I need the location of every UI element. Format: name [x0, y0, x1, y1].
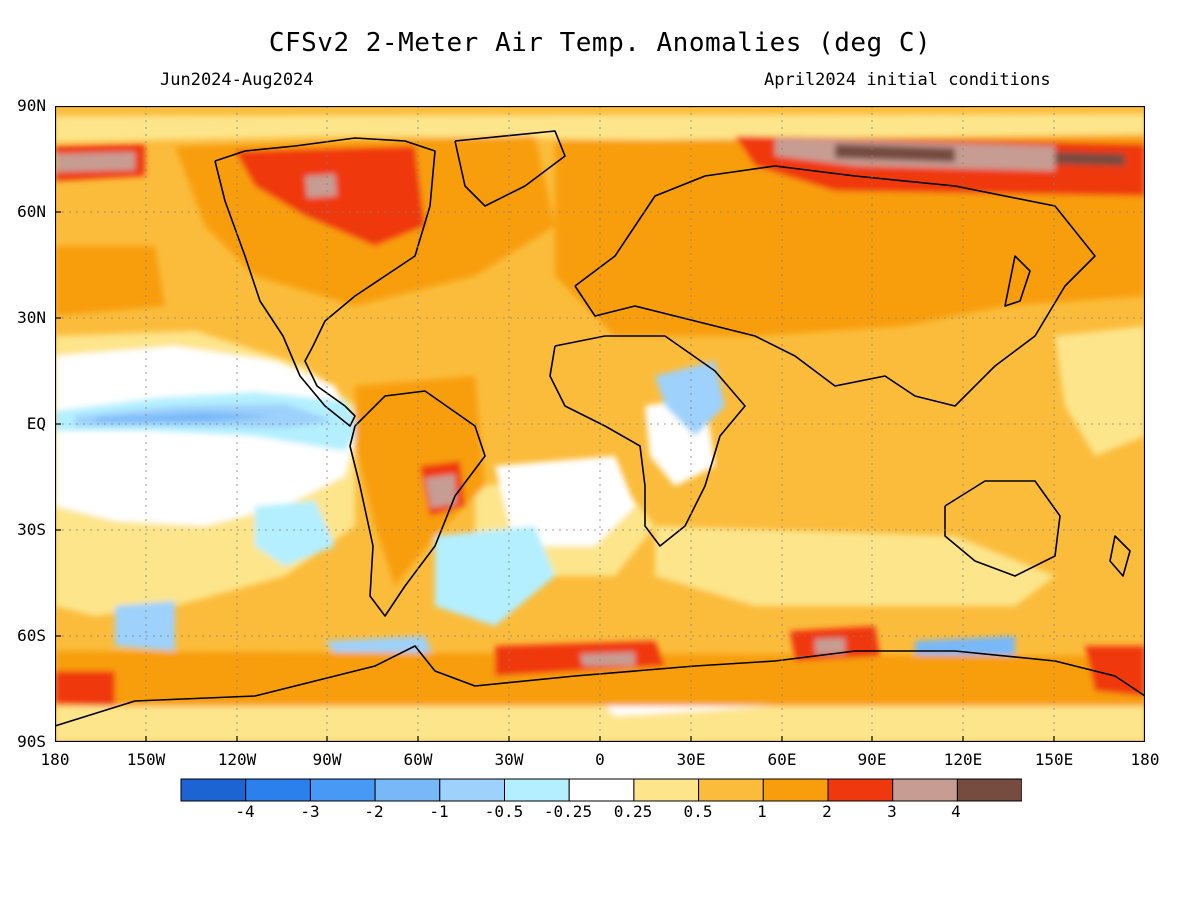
lat-label-90n: 90N	[17, 96, 46, 115]
lat-label-60s: 60S	[17, 626, 46, 645]
lat-label-eq: EQ	[26, 414, 46, 433]
colorbar-swatch	[827, 778, 894, 802]
colorbar-label: -3	[300, 802, 320, 821]
lat-label-90s: 90S	[17, 732, 46, 751]
anomaly-area-warm-north-pacific	[55, 246, 165, 316]
coastlines	[55, 130, 1145, 727]
colorbar-swatch	[180, 778, 247, 802]
colorbar-label: 2	[822, 802, 832, 821]
tick-marks	[55, 211, 1055, 742]
lon-label-0: 0	[595, 750, 605, 769]
coastline-south-america	[349, 390, 486, 617]
lon-label-150w: 150W	[126, 750, 166, 769]
colorbar-label: 0.5	[683, 802, 713, 821]
anomaly-shading	[55, 114, 1145, 742]
lon-label-90e: 90E	[857, 750, 887, 769]
lon-label-150e: 150E	[1034, 750, 1074, 769]
anomaly-area-extreme-canadian-arctic	[305, 174, 337, 198]
coastline-eurasia	[574, 165, 1096, 407]
lat-label-60n: 60N	[17, 202, 46, 221]
colorbar-swatch	[633, 778, 700, 802]
lon-label-30e: 30E	[676, 750, 706, 769]
lon-label-30w: 30W	[494, 750, 524, 769]
colorbar-swatch	[374, 778, 441, 802]
anomaly-area-warm-south-america	[355, 376, 485, 586]
initial-conditions: April2024 initial conditions	[764, 70, 1051, 90]
lat-label-30s: 30S	[17, 520, 46, 539]
colorbar-label: 3	[887, 802, 897, 821]
lon-label-60e: 60E	[767, 750, 797, 769]
coastline-antarctica	[55, 645, 1145, 727]
colorbar-label: 1	[757, 802, 767, 821]
colorbar-label: 0.25	[613, 802, 653, 821]
anomaly-area-extreme-weddell	[580, 652, 635, 666]
anomaly-area-very-warm-ross-sea	[1085, 646, 1145, 696]
colorbar-swatch	[504, 778, 570, 802]
colorbar-swatch	[568, 778, 635, 802]
colorbar	[180, 778, 1022, 802]
colorbar-label: -2	[364, 802, 384, 821]
colorbar-swatch	[698, 778, 764, 802]
colorbar-label: -0.25	[543, 802, 593, 821]
colorbar-swatch	[309, 778, 376, 802]
coastline-new-zealand	[1109, 535, 1131, 577]
lon-label-90w: 90W	[312, 750, 342, 769]
coastline-north-america	[214, 137, 436, 427]
anomaly-area-extreme-beaufort	[55, 152, 135, 172]
lon-label-180e: 180	[1130, 750, 1160, 769]
colorbar-label: -0.5	[484, 802, 524, 821]
colorbar-swatch	[439, 778, 505, 802]
anomaly-area-pale-indian-ocean	[655, 526, 1055, 606]
lon-label-120w: 120W	[217, 750, 257, 769]
anomaly-area-extreme-east-antarctic	[815, 638, 845, 654]
coastline-africa	[549, 335, 746, 547]
anomaly-area-cold-indian-ocean-sector	[915, 636, 1015, 658]
gridlines	[55, 106, 1145, 742]
anomaly-area-cold-tongue-center	[95, 412, 275, 422]
lon-label-180w: 180	[40, 750, 70, 769]
coastline-japan	[1004, 255, 1031, 307]
anomaly-area-cold-east-africa	[655, 361, 725, 436]
colorbar-swatch	[245, 778, 311, 802]
lon-label-60w: 60W	[403, 750, 433, 769]
anomaly-area-pale-sw-pacific	[1055, 326, 1145, 456]
colorbar-label: 4	[951, 802, 961, 821]
anomaly-area-very-warm-alaska	[55, 671, 115, 706]
coastline-greenland	[454, 130, 566, 207]
anomaly-area-cold-sw-pacific	[115, 601, 175, 651]
anomaly-area-very-warm-weddell	[495, 641, 665, 676]
anomaly-area-extreme-south-america	[425, 474, 457, 508]
lat-label-30n: 30N	[17, 308, 46, 327]
anomaly-map	[55, 106, 1145, 742]
forecast-period: Jun2024-Aug2024	[160, 70, 314, 90]
colorbar-swatch	[956, 778, 1022, 802]
anomaly-area-cold-south-pacific	[255, 501, 335, 566]
colorbar-swatch	[762, 778, 829, 802]
anomaly-area-near-normal-east-pacific	[55, 346, 355, 526]
anomaly-area-top-north-siberia	[835, 144, 955, 162]
colorbar-label: -1	[429, 802, 449, 821]
colorbar-swatch	[892, 778, 958, 802]
coastline-australia	[944, 480, 1061, 577]
lon-label-120e: 120E	[943, 750, 983, 769]
anomaly-area-cold-south-atlantic	[435, 526, 555, 626]
anomaly-area-top-east-siberia	[1055, 152, 1125, 166]
anomaly-area-warm-southern-ocean	[55, 651, 1145, 706]
map-title: CFSv2 2-Meter Air Temp. Anomalies (deg C…	[268, 28, 932, 58]
colorbar-label: -4	[235, 802, 255, 821]
